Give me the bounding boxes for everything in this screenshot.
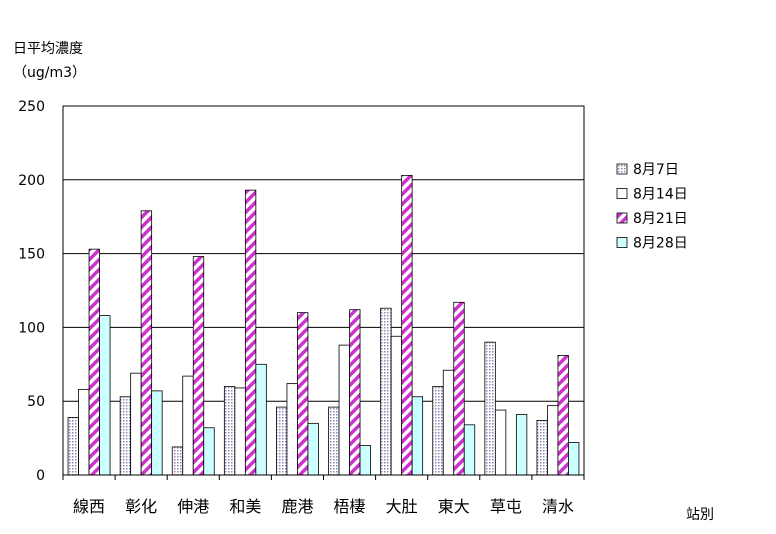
- legend-swatch: [616, 212, 628, 224]
- bar: [349, 309, 361, 476]
- bar: [151, 390, 163, 476]
- bar: [130, 372, 142, 476]
- bar: [99, 315, 111, 476]
- legend-swatch: [616, 237, 628, 248]
- legend-label: 8月28日: [633, 236, 688, 252]
- x-axis-title: 站別: [686, 507, 714, 523]
- legend-label: 8月21日: [633, 211, 688, 227]
- bar: [192, 256, 205, 476]
- bar: [255, 363, 267, 476]
- bar: [286, 383, 298, 476]
- bar: [411, 396, 424, 476]
- bar: [536, 419, 548, 476]
- bar: [442, 369, 455, 476]
- y-tick-label: 200: [18, 173, 45, 189]
- y-axis-title-line1: 日平均濃度: [13, 41, 83, 57]
- x-tick-label: 伸港: [177, 497, 209, 516]
- y-tick-label: 50: [27, 394, 45, 410]
- bar: [401, 174, 413, 476]
- x-tick-label: 梧棲: [334, 497, 366, 516]
- bar: [557, 355, 569, 476]
- bar: [171, 446, 184, 476]
- bar: [182, 375, 194, 476]
- bar: [223, 386, 236, 476]
- bar: [453, 301, 465, 476]
- bar: [484, 341, 496, 476]
- bar: [494, 409, 507, 476]
- bar: [463, 424, 476, 476]
- bar: [276, 406, 288, 476]
- x-tick-label: 鹿港: [281, 497, 313, 516]
- y-tick-label: 100: [18, 320, 45, 336]
- y-tick-label: 150: [18, 247, 45, 263]
- x-tick-label: 線西: [73, 497, 105, 516]
- legend-swatch: [616, 163, 628, 175]
- x-tick-label: 彰化: [125, 497, 157, 516]
- legend-label: 8月7日: [633, 162, 679, 178]
- bar: [67, 417, 79, 476]
- bar: [234, 387, 246, 476]
- x-tick-label: 清水: [542, 497, 574, 516]
- y-tick-label: 250: [18, 99, 45, 115]
- x-tick-label: 大肚: [386, 497, 418, 516]
- y-tick-label: 0: [36, 468, 45, 484]
- x-tick-label: 草屯: [490, 497, 522, 516]
- bar: [244, 189, 257, 476]
- y-axis-title-line2: （ug/m3）: [13, 65, 87, 81]
- bar: [390, 335, 403, 476]
- legend: 8月7日 8月14日 8月21日 8月28日: [616, 162, 688, 252]
- bar: [515, 414, 528, 476]
- bars: [67, 174, 580, 476]
- bar: [78, 388, 90, 476]
- bar: [203, 427, 215, 476]
- axes: 0 50 100 150 200 250 線西 彰化 伸港 和美 鹿港 梧棲 大肚 東大 草屯 清水: [18, 99, 585, 516]
- bar: [328, 406, 340, 476]
- bar: [119, 396, 132, 476]
- legend-label: 8月14日: [633, 187, 688, 203]
- x-tick-label: 和美: [229, 497, 261, 516]
- bar: [140, 210, 153, 476]
- bar: [568, 442, 580, 476]
- bar: [297, 312, 309, 476]
- legend-swatch: [616, 188, 628, 199]
- bar: [432, 386, 444, 476]
- bar: [359, 445, 371, 476]
- x-tick-label: 東大: [438, 497, 470, 516]
- bar: [338, 344, 350, 476]
- bar: [380, 307, 392, 476]
- bar: [547, 405, 559, 476]
- bar: [307, 422, 319, 476]
- bar: [88, 248, 100, 476]
